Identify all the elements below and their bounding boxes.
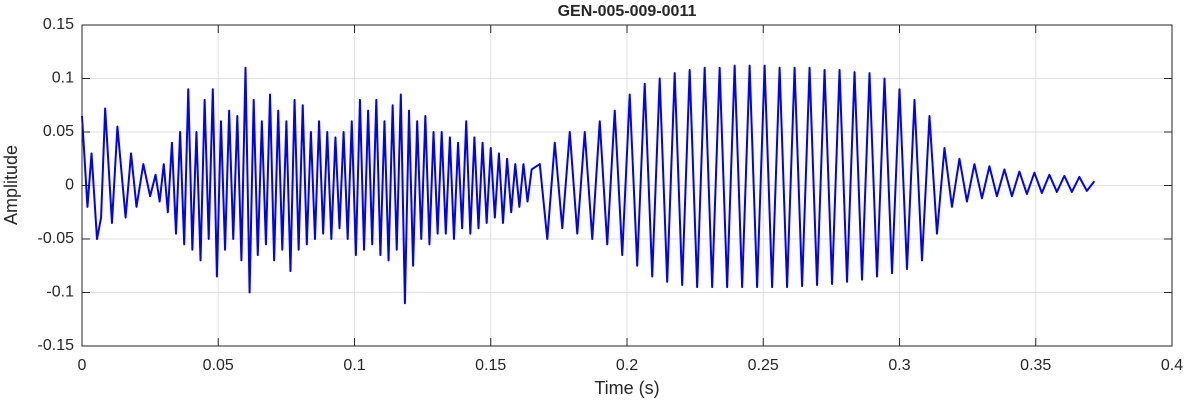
x-tick-label: 0.15 (475, 357, 506, 374)
y-tick-label: 0.1 (52, 70, 74, 87)
y-tick-label: 0.05 (43, 123, 74, 140)
y-tick-label: -0.05 (38, 230, 75, 247)
x-tick-label: 0.4 (1161, 357, 1183, 374)
y-tick-label: 0.15 (43, 16, 74, 33)
plot-frame (81, 24, 1173, 347)
chart-title: GEN-005-009-0011 (558, 3, 697, 20)
x-tick-label: 0.2 (616, 357, 638, 374)
x-tick-label: 0.25 (748, 357, 779, 374)
x-tick-label: 0.3 (888, 357, 910, 374)
x-tick-label: 0 (78, 357, 87, 374)
x-tick-label: 0.1 (343, 357, 365, 374)
y-tick-label: -0.15 (38, 337, 75, 354)
x-axis-label: Time (s) (594, 378, 659, 398)
x-tick-label: 0.35 (1020, 357, 1051, 374)
x-tick-label: 0.05 (203, 357, 234, 374)
y-axis-label: Amplitude (1, 145, 21, 225)
y-tick-label: -0.1 (46, 284, 74, 301)
y-tick-label: 0 (65, 177, 74, 194)
waveform-line (81, 64, 1096, 305)
